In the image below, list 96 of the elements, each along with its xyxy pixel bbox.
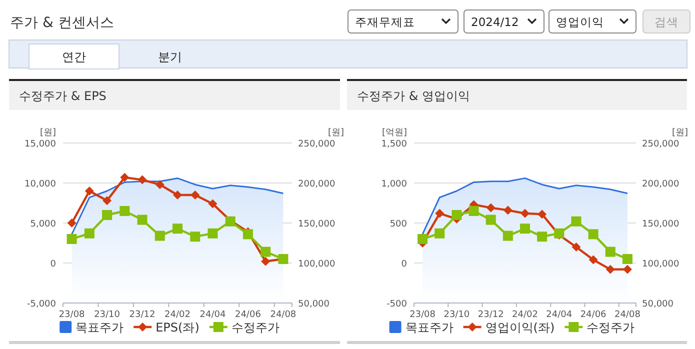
y2-tick-label: 100,000 — [642, 260, 680, 270]
legend-label: 목표주가 — [405, 320, 454, 334]
point — [208, 199, 218, 208]
x-tick-label: 24/02 — [512, 310, 538, 320]
point — [84, 186, 94, 196]
x-tick-label: 24/08 — [270, 310, 296, 320]
point — [102, 196, 112, 206]
point — [486, 203, 496, 212]
legend-label: EPS(좌) — [156, 320, 200, 334]
point — [502, 230, 513, 241]
text: 연간 — [62, 50, 86, 64]
point — [173, 190, 182, 200]
point — [537, 232, 548, 242]
point — [190, 232, 200, 242]
point — [622, 264, 632, 274]
point — [66, 234, 77, 244]
x-tick-label: 23/08 — [58, 310, 86, 320]
point — [418, 234, 428, 244]
legend-label: 수정주가 — [231, 320, 280, 334]
y2-tick-label: 200,000 — [298, 180, 336, 190]
point — [137, 214, 148, 225]
y-tick-label: 0 — [50, 260, 56, 270]
x-tick-label: 24/02 — [164, 310, 190, 320]
y-tick-label: 1,000 — [381, 180, 408, 190]
x-tick-label: 23/10 — [444, 310, 470, 320]
chart-title: 수정주가 & 영업이익 — [357, 89, 470, 103]
legend-label: 수정주가 — [586, 320, 635, 334]
point — [605, 246, 616, 257]
point — [102, 210, 112, 220]
chart-title: 수정주가 & EPS — [19, 89, 106, 103]
point — [520, 224, 530, 234]
text: 2024/12 — [471, 15, 519, 29]
text: 검색 — [654, 15, 678, 29]
point — [486, 214, 496, 225]
text: 분기 — [158, 50, 182, 64]
y2-tick-label: 150,000 — [642, 220, 680, 230]
y-axis-title: [억원] — [382, 128, 407, 138]
point — [120, 172, 130, 182]
point — [588, 229, 598, 240]
legend-label: 목표주가 — [76, 320, 124, 334]
point — [571, 216, 582, 226]
x-tick-label: 23/10 — [94, 310, 120, 320]
point — [520, 208, 530, 218]
x-tick-label: 23/12 — [478, 310, 504, 320]
point — [208, 228, 218, 238]
point — [572, 242, 581, 252]
y-tick-label: 15,000 — [24, 140, 56, 150]
y2-tick-label: 100,000 — [298, 260, 336, 270]
x-tick-label: 23/08 — [410, 310, 436, 320]
point — [435, 208, 444, 218]
point — [260, 246, 271, 257]
x-tick-label: 24/04 — [546, 310, 572, 320]
point — [588, 255, 598, 264]
point — [622, 254, 632, 264]
y-tick-label: 5,000 — [30, 220, 56, 230]
point — [554, 228, 564, 238]
point — [172, 224, 182, 234]
y-tick-label: -500 — [386, 300, 408, 310]
point — [84, 228, 94, 238]
point — [503, 206, 512, 215]
point — [468, 206, 479, 216]
point — [67, 218, 76, 228]
point — [434, 228, 445, 238]
y2-axis-title: [원] — [672, 128, 688, 138]
y2-tick-label: 50,000 — [642, 300, 674, 310]
point — [242, 229, 253, 240]
y-axis-title: [원] — [40, 128, 56, 138]
point — [452, 210, 462, 220]
point — [606, 264, 615, 274]
point — [138, 175, 147, 184]
x-tick-label: 24/08 — [614, 310, 641, 320]
y-tick-label: 10,000 — [24, 180, 56, 190]
y-tick-label: -5,000 — [26, 300, 56, 310]
y-tick-label: 0 — [401, 260, 408, 270]
x-tick-label: 24/06 — [580, 310, 607, 320]
y2-tick-label: 200,000 — [642, 180, 680, 190]
text: 영업이익 — [556, 15, 604, 29]
y-tick-label: 1,500 — [381, 140, 408, 150]
point — [538, 210, 547, 219]
point — [155, 180, 164, 190]
y2-tick-label: 50,000 — [298, 300, 330, 310]
y2-tick-label: 250,000 — [298, 140, 336, 150]
x-tick-label: 24/04 — [200, 310, 226, 320]
y2-tick-label: 250,000 — [642, 140, 680, 150]
legend-label: 영업이익(좌) — [485, 320, 555, 334]
y2-tick-label: 150,000 — [298, 220, 336, 230]
text: 주재무제표 — [355, 15, 415, 29]
text: 주가 & 컨센서스 — [10, 15, 114, 31]
point — [154, 230, 165, 241]
point — [261, 256, 270, 266]
y-tick-label: 500 — [390, 220, 408, 230]
point — [120, 206, 130, 216]
point — [190, 190, 200, 200]
x-tick-label: 24/06 — [234, 310, 262, 320]
y2-axis-title: [원] — [328, 128, 344, 138]
x-tick-label: 23/12 — [129, 310, 156, 320]
